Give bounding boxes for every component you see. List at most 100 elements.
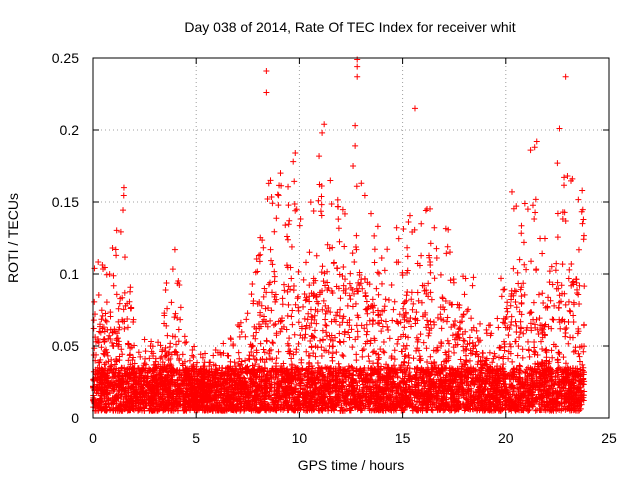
data-point: [168, 299, 174, 305]
data-point: [92, 265, 98, 271]
data-point: [429, 297, 435, 303]
data-point: [431, 225, 437, 231]
data-point: [335, 203, 341, 209]
data-point: [300, 304, 306, 310]
data-point: [289, 307, 295, 313]
data-point: [554, 286, 560, 292]
data-point: [530, 202, 536, 208]
data-point: [337, 307, 343, 313]
data-point: [549, 355, 555, 361]
data-point: [107, 271, 113, 277]
data-point: [368, 211, 374, 217]
data-point: [508, 322, 514, 328]
data-point: [379, 255, 385, 261]
data-point: [570, 312, 576, 318]
data-point: [525, 206, 531, 212]
data-point: [467, 358, 473, 364]
data-point: [113, 247, 119, 253]
data-point: [428, 240, 434, 246]
data-point: [311, 208, 317, 214]
data-point: [329, 344, 335, 350]
data-point: [271, 229, 277, 235]
data-point: [316, 153, 322, 159]
data-point: [260, 245, 266, 251]
data-point: [335, 197, 341, 203]
data-point: [509, 359, 515, 365]
data-point: [566, 276, 572, 282]
data-point: [566, 319, 572, 325]
data-point: [122, 290, 128, 296]
data-point: [353, 301, 359, 307]
data-point: [353, 351, 359, 357]
data-point: [504, 306, 510, 312]
data-point: [553, 261, 559, 267]
data-point: [351, 259, 357, 265]
data-point: [242, 334, 248, 340]
data-point: [447, 249, 453, 255]
data-point: [365, 353, 371, 359]
data-point: [561, 182, 567, 188]
data-point: [261, 347, 267, 353]
data-point: [277, 329, 283, 335]
data-point: [518, 293, 524, 299]
data-point: [314, 253, 320, 259]
data-point: [533, 196, 539, 202]
data-point: [104, 299, 110, 305]
data-point: [395, 336, 401, 342]
data-point: [303, 331, 309, 337]
data-point: [555, 234, 561, 240]
data-point: [347, 334, 353, 340]
data-point: [176, 338, 182, 344]
data-point: [376, 292, 382, 298]
data-point: [411, 355, 417, 361]
data-point: [322, 322, 328, 328]
data-point: [394, 225, 400, 231]
data-point: [526, 346, 532, 352]
data-point: [544, 304, 550, 310]
data-point: [142, 337, 148, 343]
data-point: [353, 357, 359, 363]
data-point: [392, 347, 398, 353]
data-point: [176, 327, 182, 333]
data-point: [385, 327, 391, 333]
data-points: [90, 56, 587, 413]
data-point: [280, 301, 286, 307]
data-point: [563, 302, 569, 308]
data-point: [367, 318, 373, 324]
data-point: [446, 341, 452, 347]
data-point: [405, 352, 411, 358]
data-point: [164, 306, 170, 312]
data-point: [103, 317, 109, 323]
data-point: [566, 267, 572, 273]
data-point: [354, 322, 360, 328]
data-point: [404, 245, 410, 251]
data-point: [275, 192, 281, 198]
data-point: [285, 313, 291, 319]
data-point: [331, 260, 337, 266]
data-point: [442, 358, 448, 364]
data-point: [405, 253, 411, 259]
data-point: [270, 261, 276, 267]
data-point: [487, 322, 493, 328]
data-point: [579, 221, 585, 227]
data-point: [364, 329, 370, 335]
data-point: [445, 244, 451, 250]
data-point: [487, 350, 493, 356]
data-point: [273, 215, 279, 221]
data-point: [536, 292, 542, 298]
data-point: [394, 341, 400, 347]
data-point: [315, 198, 321, 204]
data-point: [389, 282, 395, 288]
data-point: [182, 333, 188, 339]
data-point: [350, 303, 356, 309]
data-point: [531, 344, 537, 350]
data-point: [467, 335, 473, 341]
data-point: [172, 247, 178, 253]
data-point: [551, 317, 557, 323]
data-point: [120, 207, 126, 213]
data-point: [111, 343, 117, 349]
data-point: [424, 317, 430, 323]
data-point: [262, 349, 268, 355]
data-point: [431, 319, 437, 325]
